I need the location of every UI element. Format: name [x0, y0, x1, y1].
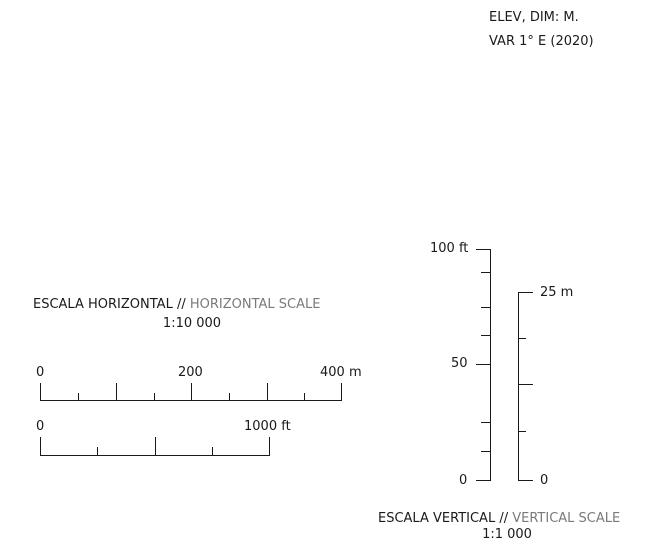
horizontal-meter-label-0: 0	[36, 365, 45, 380]
horizontal-scale-ratio: 1:10 000	[162, 316, 222, 331]
vertical-scale-title-main: ESCALA VERTICAL //	[378, 511, 509, 526]
horizontal-feet-bar	[40, 437, 270, 456]
horizontal-feet-label-1000: 1000 ft	[244, 419, 291, 434]
vertical-feet-bar	[476, 249, 491, 481]
vertical-scale-ratio: 1:1 000	[482, 527, 532, 542]
vertical-meter-label-25: 25 m	[540, 285, 574, 300]
vertical-meter-label-0: 0	[540, 473, 549, 488]
horizontal-meter-label-200: 200	[178, 365, 203, 380]
horizontal-meter-label-400: 400 m	[320, 365, 362, 380]
vertical-feet-label-100: 100 ft	[430, 241, 469, 256]
vertical-feet-label-50: 50	[451, 356, 468, 371]
horizontal-meter-bar	[40, 383, 342, 401]
horizontal-scale-title-main: ESCALA HORIZONTAL //	[33, 297, 186, 312]
horizontal-feet-label-0: 0	[36, 419, 45, 434]
magnetic-variation-note: VAR 1° E (2020)	[489, 34, 594, 49]
horizontal-scale-title-english: HORIZONTAL SCALE	[189, 297, 321, 312]
vertical-feet-label-0: 0	[459, 473, 468, 488]
vertical-scale-title-english: VERTICAL SCALE	[512, 511, 621, 526]
vertical-meter-bar	[518, 292, 533, 481]
vertical-scale-title: ESCALA VERTICAL // VERTICAL SCALE	[378, 512, 620, 525]
horizontal-scale-title: ESCALA HORIZONTAL // HORIZONTAL SCALE	[33, 298, 320, 311]
elevation-note: ELEV, DIM: M.	[489, 10, 579, 25]
